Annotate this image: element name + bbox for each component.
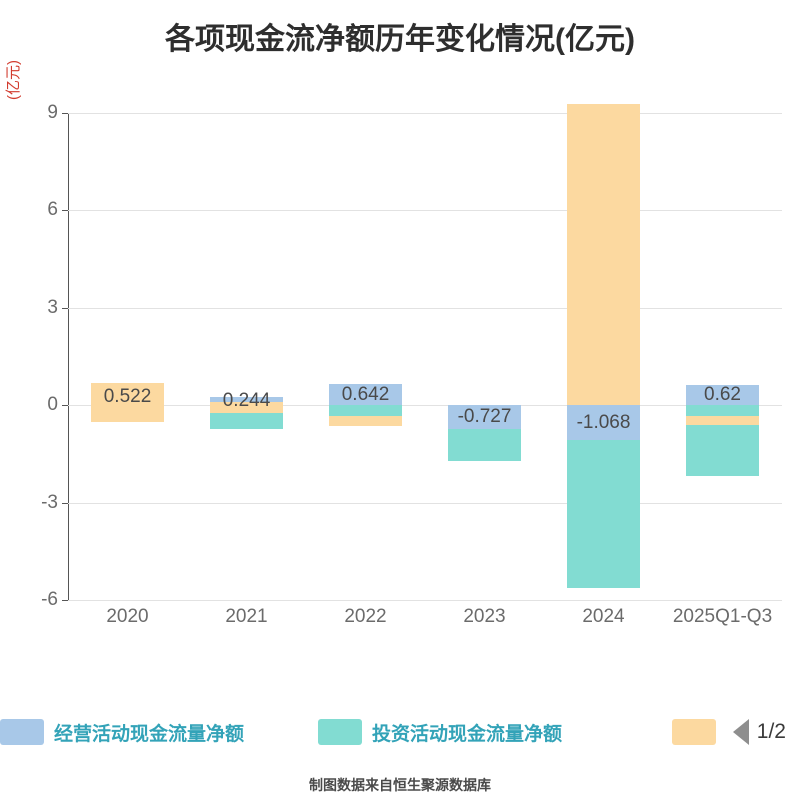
y-tick-label: 0	[47, 394, 58, 416]
gridline	[68, 405, 782, 407]
bar-segment[interactable]	[685, 415, 760, 426]
y-axis-line	[68, 113, 69, 600]
bar-value-label: 0.62	[704, 384, 741, 406]
bar-value-label: 0.522	[103, 385, 152, 407]
footer-note: 制图数据来自恒生聚源数据库	[309, 777, 491, 793]
x-tick-label: 2023	[463, 606, 506, 627]
x-tick-label: 2021	[225, 606, 268, 627]
bar-segment[interactable]	[209, 402, 284, 414]
bar-segment[interactable]	[566, 439, 641, 588]
bar-segment[interactable]	[328, 384, 403, 406]
gridline	[68, 600, 782, 601]
legend-swatch	[0, 719, 44, 745]
y-axis-title: (亿元)	[5, 60, 22, 100]
gridline	[68, 502, 782, 504]
bar-segment[interactable]	[685, 385, 760, 406]
x-axis-labels: 2020 2021 2022 2023 2024 2025Q1-Q3	[68, 606, 782, 640]
bar-value-label: -1.068	[576, 411, 631, 433]
page-title: 各项现金流净额历年变化情况(亿元)	[165, 23, 635, 56]
legend-swatch	[672, 719, 716, 745]
pager-text: 1/2	[756, 720, 786, 743]
y-tick-label: 6	[47, 199, 58, 221]
bar-segment[interactable]	[328, 416, 403, 427]
y-tick-mark	[62, 210, 68, 212]
y-tick-mark	[62, 600, 68, 601]
left-arrow-icon[interactable]	[732, 719, 749, 745]
x-tick-label: 2025Q1-Q3	[672, 606, 773, 627]
gridline	[68, 210, 782, 212]
legend-label: 经营活动现金流量净额	[54, 723, 245, 745]
bar-segment[interactable]	[447, 405, 522, 429]
y-tick-label: -6	[41, 589, 58, 610]
y-tick-mark	[62, 502, 68, 504]
x-tick-label: 2020	[106, 606, 149, 627]
gridline	[68, 307, 782, 309]
legend-swatch	[318, 719, 362, 745]
chart-legend: 经营活动现金流量净额 投资活动现金流量净额	[0, 713, 800, 751]
y-tick-label: 3	[47, 296, 58, 318]
bar-segment[interactable]	[566, 103, 641, 406]
plot-area: 9 6 3 0 -3 -6 0.522 0.244 0.642 -0.727 -1.068 0.62	[41, 102, 782, 610]
y-tick-label: 9	[47, 102, 58, 123]
legend-item[interactable]: 经营活动现金流量净额	[0, 713, 244, 751]
bar-segment[interactable]	[566, 405, 641, 440]
bar-segment[interactable]	[209, 397, 284, 406]
bar-segment[interactable]	[447, 428, 522, 462]
gridline	[68, 113, 782, 114]
pager[interactable]: 1/2	[732, 713, 786, 751]
legend-item[interactable]	[672, 713, 726, 751]
legend-item[interactable]: 投资活动现金流量净额	[318, 713, 562, 751]
y-tick-mark	[62, 113, 68, 114]
bar-value-label: -0.727	[457, 406, 512, 427]
bar-value-label: 0.642	[341, 383, 390, 405]
bar-segment[interactable]	[90, 382, 165, 423]
y-tick-mark	[62, 405, 68, 407]
bar-value-label: 0.244	[222, 390, 271, 412]
x-tick-label: 2022	[344, 606, 387, 627]
y-tick-label: -3	[41, 491, 58, 513]
legend-label: 投资活动现金流量净额	[372, 723, 563, 745]
x-tick-label: 2024	[582, 606, 625, 627]
y-tick-mark	[62, 307, 68, 309]
